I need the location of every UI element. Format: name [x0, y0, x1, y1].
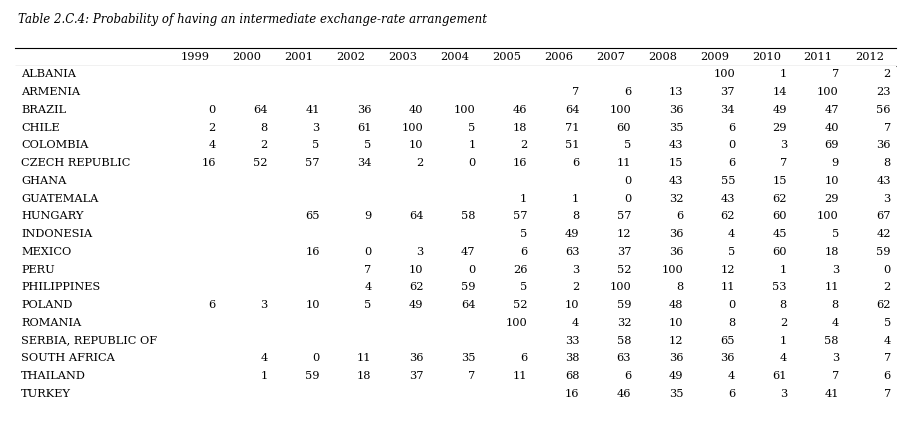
Text: Table 2.C.4: Probability of having an intermediate exchange-rate arrangement: Table 2.C.4: Probability of having an in…: [18, 13, 487, 26]
